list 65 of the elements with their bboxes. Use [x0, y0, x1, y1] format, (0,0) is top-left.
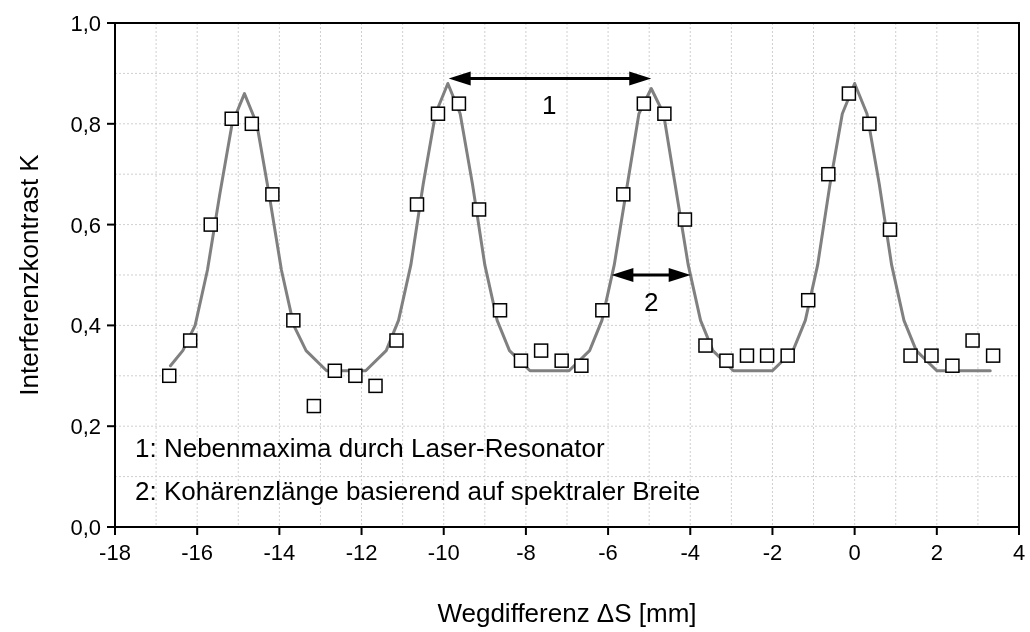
point [286, 313, 301, 328]
x-tick-label: -18 [99, 540, 131, 565]
point [451, 96, 467, 111]
point [903, 348, 918, 363]
point [182, 333, 198, 348]
y-tick-label: 1,0 [70, 11, 101, 36]
point [841, 86, 857, 101]
x-tick-label: -10 [427, 540, 460, 565]
x-tick-label: 2 [930, 540, 943, 565]
point [882, 222, 898, 237]
point [677, 212, 693, 227]
point [203, 217, 218, 232]
point [862, 116, 877, 132]
y-axis-title: Interferenzkontrast K [14, 153, 44, 396]
point [616, 187, 631, 202]
point [965, 333, 980, 348]
point [327, 363, 343, 379]
point [554, 353, 569, 368]
point [368, 378, 383, 394]
point [759, 348, 775, 363]
point [985, 348, 1001, 363]
y-tick-label: 0,2 [70, 414, 101, 440]
x-axis-title: Wegdifferenz ΔS [mm] [437, 598, 697, 628]
point [409, 197, 425, 212]
point [224, 111, 239, 127]
x-tick-label: -16 [181, 540, 214, 565]
point [265, 187, 280, 202]
annotation: 1 [542, 90, 557, 121]
point [471, 202, 487, 217]
point [513, 353, 529, 368]
point [244, 116, 260, 132]
point [492, 303, 508, 318]
point [595, 303, 610, 318]
point [739, 348, 755, 363]
point [945, 358, 960, 373]
y-tick-label: 0,6 [70, 212, 101, 238]
annotation: 1: Nebenmaxima durch Laser-Resonator [135, 433, 606, 463]
x-tick-label: -14 [263, 540, 296, 565]
point [348, 368, 363, 384]
point [719, 353, 734, 368]
point [800, 292, 816, 308]
point [430, 106, 446, 121]
point [389, 333, 404, 348]
point [780, 348, 795, 363]
x-tick-label: -12 [345, 540, 378, 565]
y-tick-label: 0,0 [70, 515, 101, 540]
point [636, 96, 652, 111]
x-tick-label: -6 [598, 540, 618, 565]
point [924, 348, 939, 363]
x-tick-label: 0 [848, 540, 861, 565]
point [306, 398, 322, 414]
point [533, 343, 549, 358]
annotation: 2 [644, 287, 659, 317]
point [657, 106, 672, 121]
y-tick-label: 0,4 [70, 313, 101, 339]
y-tick-label: 0,8 [70, 111, 101, 137]
point [698, 338, 713, 353]
x-tick-label: -8 [516, 540, 536, 565]
annotation: 2: Kohärenzlänge basierend auf spektraler Breite [135, 476, 701, 506]
x-tick-label: -2 [762, 540, 783, 565]
point [161, 368, 177, 384]
point [574, 358, 589, 373]
x-tick-label: 4 [1012, 540, 1026, 565]
x-tick-label: -4 [680, 540, 701, 565]
point [821, 166, 836, 182]
